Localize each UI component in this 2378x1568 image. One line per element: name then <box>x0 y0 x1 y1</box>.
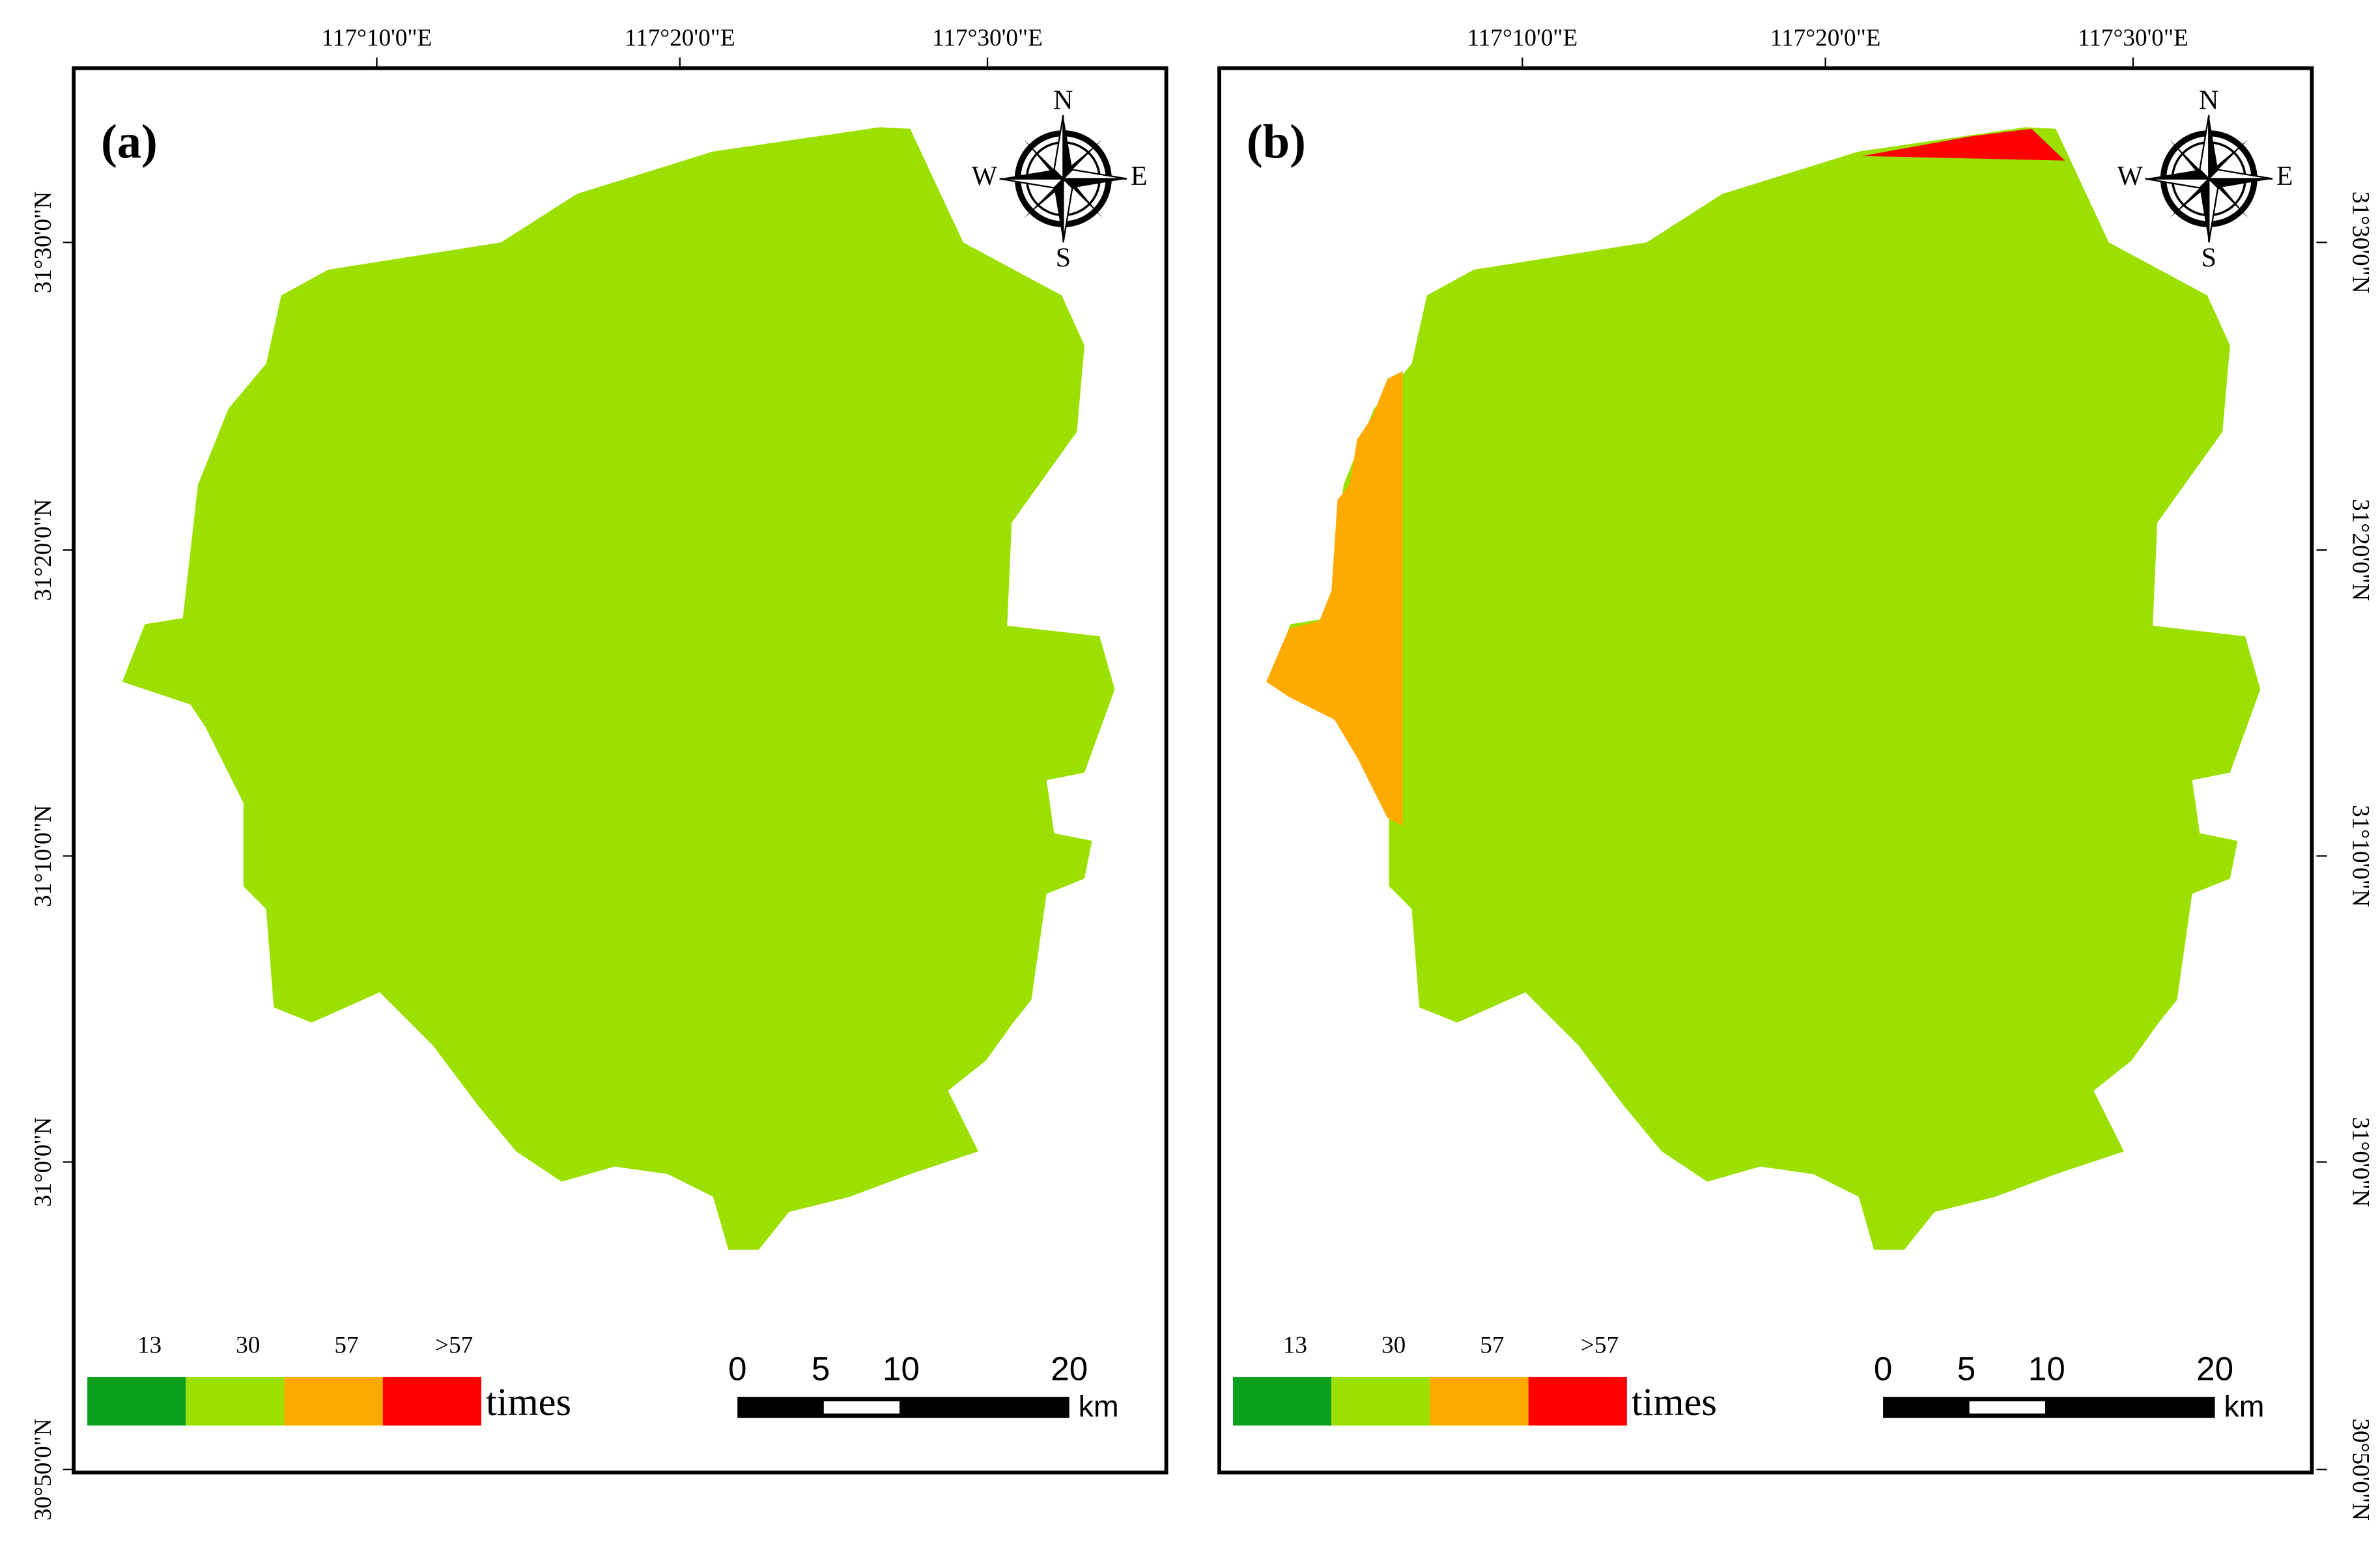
scale-label: 20 <box>2196 1351 2233 1388</box>
legend-swatch <box>186 1377 285 1426</box>
legend-break: 13 <box>137 1332 162 1359</box>
legend-swatch <box>1430 1377 1529 1426</box>
scale-label: 10 <box>2028 1351 2065 1388</box>
scale-unit: km <box>1079 1389 1119 1423</box>
legend-swatch <box>1528 1377 1627 1426</box>
longitude-label: 117°30'0"E <box>2078 25 2188 51</box>
legend-break: 30 <box>236 1332 260 1359</box>
longitude-label: 117°30'0"E <box>932 25 1043 51</box>
compass-north: N <box>1053 86 1073 116</box>
panel-label: (a) <box>101 115 158 169</box>
scale-bar <box>737 1397 1069 1418</box>
latitude-label: 31°20'0"N <box>30 499 57 601</box>
compass-east: E <box>1131 161 1148 191</box>
map-panel: (a) 117°10'0"E 117°20'0"E 117°30'0"E 31°30'0… <box>30 25 1168 1520</box>
compass-west: W <box>2117 161 2144 191</box>
legend-swatch <box>1331 1377 1430 1426</box>
compass-south: S <box>1056 243 1071 273</box>
scale-bar <box>1883 1397 2215 1418</box>
scale-label: 20 <box>1051 1351 1088 1388</box>
scale-label: 0 <box>728 1351 746 1388</box>
panel-label: (b) <box>1247 115 1306 169</box>
longitude-label: 117°20'0"E <box>1770 25 1881 51</box>
compass-north: N <box>2199 86 2218 116</box>
region-orange <box>1266 371 1403 826</box>
longitude-label: 117°20'0"E <box>625 25 735 51</box>
latitude-label: 31°0'0"N <box>2347 1117 2373 1207</box>
region-red <box>1861 128 2065 161</box>
legend-break: 57 <box>334 1332 358 1359</box>
scale-label: 5 <box>812 1351 830 1388</box>
scale-unit: km <box>2224 1389 2265 1423</box>
scale-bar-segment <box>1969 1401 2046 1414</box>
latitude-label: 31°0'0"N <box>30 1117 57 1207</box>
map-panel: (b) 117°10'0"E 117°20'0"E 117°30'0"E 31°30'0… <box>1217 25 2373 1520</box>
legend-break: >57 <box>1581 1332 1619 1359</box>
compass-west: W <box>972 161 998 191</box>
longitude-label: 117°10'0"E <box>322 25 432 51</box>
latitude-label: 30°50'0"N <box>2347 1418 2373 1520</box>
latitude-label: 31°30'0"N <box>30 191 57 294</box>
latitude-label: 31°30'0"N <box>2347 191 2373 294</box>
scale-label: 5 <box>1957 1351 1975 1388</box>
latitude-label: 31°10'0"N <box>2347 805 2373 907</box>
legend-unit: times <box>486 1380 571 1424</box>
latitude-label: 30°50'0"N <box>30 1418 57 1520</box>
legend-swatch <box>1232 1377 1332 1426</box>
compass-east: E <box>2276 161 2293 191</box>
longitude-label: 117°10'0"E <box>1467 25 1578 51</box>
legend-unit: times <box>1632 1380 1717 1424</box>
region <box>1267 127 2261 1250</box>
latitude-label: 31°10'0"N <box>30 805 57 907</box>
legend-break: 57 <box>1480 1332 1504 1359</box>
legend-break: 30 <box>1381 1332 1406 1359</box>
legend-break: 13 <box>1283 1332 1307 1359</box>
legend-swatch <box>382 1377 481 1426</box>
compass-south: S <box>2201 243 2216 273</box>
scale-label: 0 <box>1874 1351 1892 1388</box>
region <box>122 127 1115 1250</box>
latitude-label: 31°20'0"N <box>2347 499 2373 601</box>
legend-swatch <box>87 1377 186 1426</box>
scale-bar-segment <box>823 1401 900 1414</box>
legend-swatch <box>284 1377 383 1426</box>
legend-break: >57 <box>435 1332 473 1359</box>
scale-label: 10 <box>883 1351 920 1388</box>
